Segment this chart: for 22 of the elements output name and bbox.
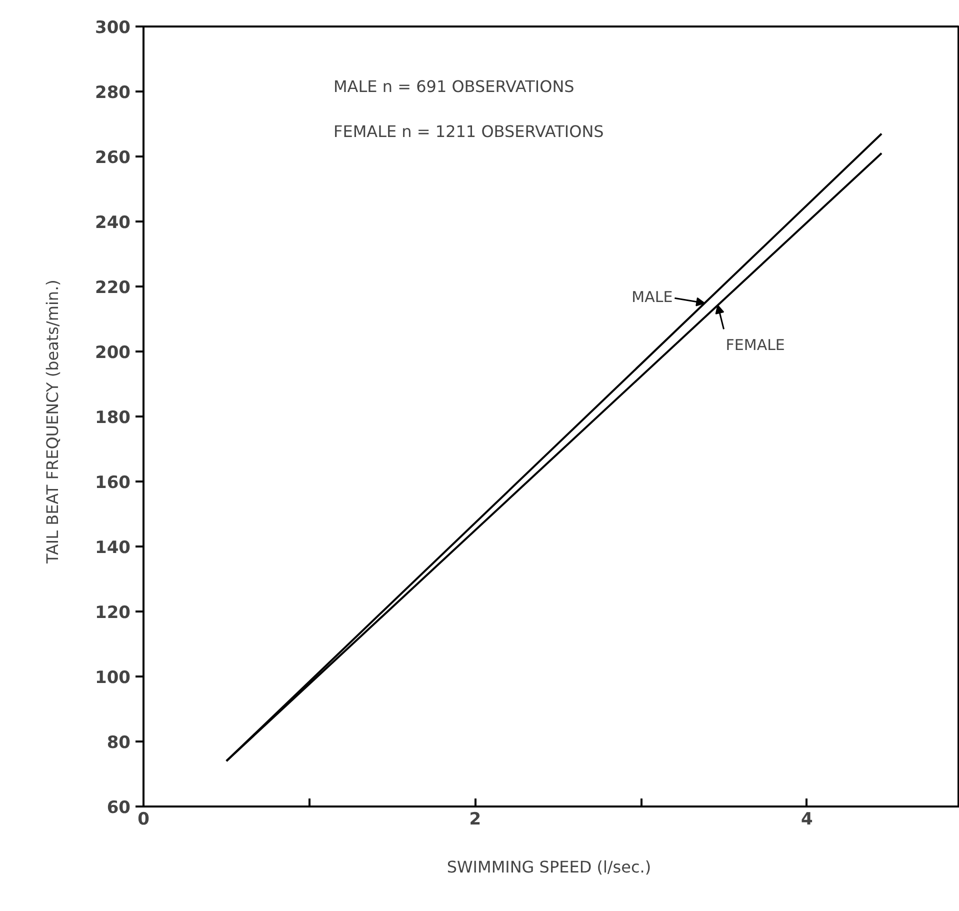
y-tick-label: 140 xyxy=(95,538,131,558)
annotation: MALE n = 691 OBSERVATIONS xyxy=(334,77,574,96)
y-tick-label: 240 xyxy=(95,213,131,233)
legend-label: MALE xyxy=(632,288,673,306)
y-tick-label: 180 xyxy=(95,408,131,428)
y-tick-label: 260 xyxy=(95,148,131,168)
annotation: FEMALE n = 1211 OBSERVATIONS xyxy=(334,122,604,141)
y-tick-label: 120 xyxy=(95,603,131,623)
y-tick-label: 300 xyxy=(95,18,131,38)
y-tick-label: 100 xyxy=(95,668,131,688)
x-tick-label: 0 xyxy=(138,810,150,830)
y-tick-label: 60 xyxy=(106,798,131,818)
x-tick-label: 2 xyxy=(469,810,482,830)
x-axis-title: SWIMMING SPEED (l/sec.) xyxy=(446,858,652,876)
y-tick-label: 280 xyxy=(95,83,131,103)
x-tick-label: 4 xyxy=(801,810,813,830)
series-label: FEMALE xyxy=(726,336,785,354)
y-axis-title: TAIL BEAT FREQUENCY (beats/min.) xyxy=(43,280,62,565)
y-tick-label: 200 xyxy=(95,343,131,363)
y-tick-label: 80 xyxy=(106,733,131,753)
y-tick-label: 220 xyxy=(95,278,131,298)
y-tick-label: 160 xyxy=(95,473,131,493)
